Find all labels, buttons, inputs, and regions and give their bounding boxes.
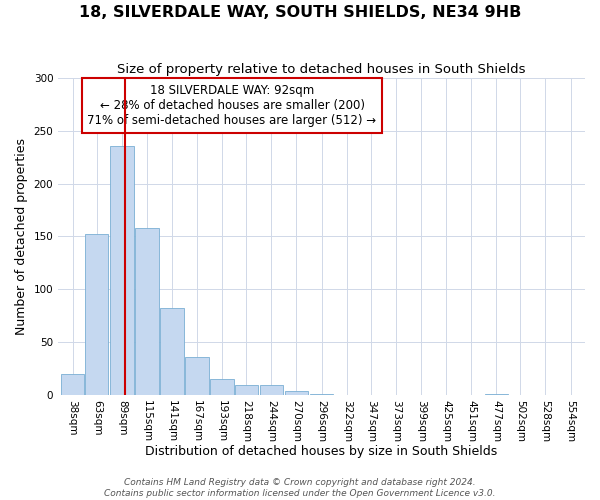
Bar (235, 385, 258, 394)
Bar (61, 374, 85, 394)
Bar (110, 146, 134, 394)
X-axis label: Distribution of detached houses by size in South Shields: Distribution of detached houses by size … (145, 444, 498, 458)
Bar (260, 385, 283, 394)
Bar (285, 390, 308, 394)
Bar (211, 379, 234, 394)
Text: 18 SILVERDALE WAY: 92sqm
← 28% of detached houses are smaller (200)
71% of semi-: 18 SILVERDALE WAY: 92sqm ← 28% of detach… (88, 84, 377, 128)
Text: Contains HM Land Registry data © Crown copyright and database right 2024.
Contai: Contains HM Land Registry data © Crown c… (104, 478, 496, 498)
Title: Size of property relative to detached houses in South Shields: Size of property relative to detached ho… (118, 62, 526, 76)
Y-axis label: Number of detached properties: Number of detached properties (15, 138, 28, 335)
Bar (135, 228, 158, 394)
Bar (185, 356, 209, 395)
Text: 18, SILVERDALE WAY, SOUTH SHIELDS, NE34 9HB: 18, SILVERDALE WAY, SOUTH SHIELDS, NE34 … (79, 5, 521, 20)
Bar (160, 308, 184, 394)
Bar (85, 234, 109, 394)
